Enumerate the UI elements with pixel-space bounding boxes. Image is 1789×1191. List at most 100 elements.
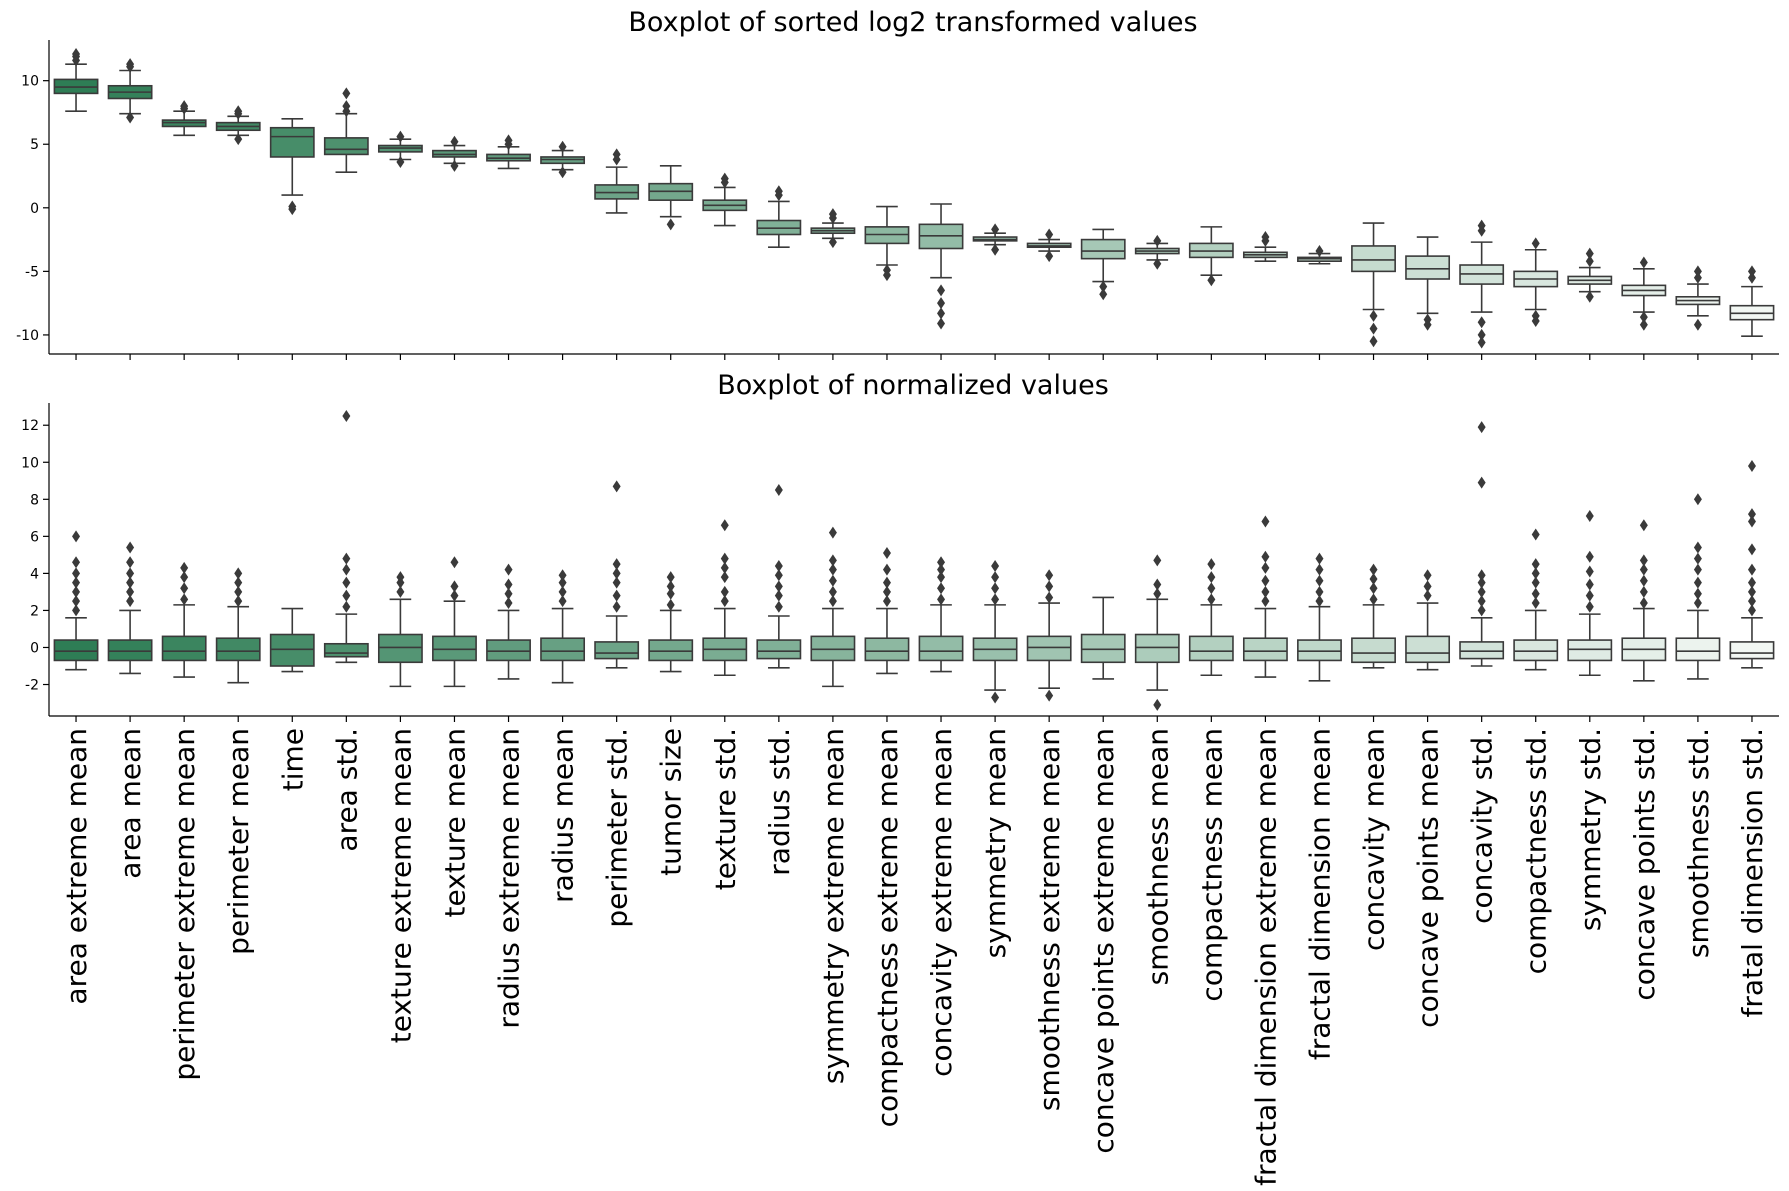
outlier-point: [1693, 271, 1702, 284]
outlier-point: [774, 185, 783, 198]
box-body: [161, 635, 207, 662]
outlier-point: [1693, 552, 1702, 565]
box-body: [1188, 635, 1234, 662]
outlier-point: [1315, 595, 1324, 608]
outlier-point: [774, 580, 783, 593]
x-tick-label: texture extreme mean: [384, 728, 417, 1043]
outlier-point: [828, 595, 837, 608]
x-tick-label: perimeter std.: [601, 728, 634, 928]
x-tick-label: tumor size: [655, 728, 688, 876]
outlier-point: [1315, 552, 1324, 565]
y-tick-label: -10: [16, 328, 39, 344]
box-body: [648, 639, 694, 662]
outlier-point: [1045, 591, 1054, 604]
outlier-point: [1045, 580, 1054, 593]
box-body: [864, 637, 910, 662]
outlier-point: [1747, 595, 1756, 608]
outlier-point: [180, 100, 189, 113]
x-tick-label: symmetry std.: [1574, 728, 1607, 931]
y-tick-label: -2: [25, 678, 39, 694]
box-body: [107, 639, 153, 662]
x-tick-label: radius mean: [547, 728, 580, 903]
outlier-point: [882, 585, 891, 598]
outlier-point: [1477, 595, 1486, 608]
x-tick-label: concavity extreme mean: [925, 728, 958, 1077]
bottom-panel: Boxplot of normalized values -2 0 2 4 6 8 10 12: [21, 370, 1779, 722]
box-body: [1405, 635, 1451, 664]
outlier-point: [720, 561, 729, 574]
outlier-point: [720, 595, 729, 608]
outlier-point: [666, 598, 675, 611]
outlier-point: [991, 571, 1000, 584]
outlier-point: [1747, 604, 1756, 617]
outlier-point: [1423, 589, 1432, 602]
outlier-point: [1639, 574, 1648, 587]
outlier-point: [72, 595, 81, 608]
outlier-point: [774, 569, 783, 582]
outlier-point: [1477, 569, 1486, 582]
y-tick-label: 6: [30, 529, 39, 545]
outlier-point: [937, 556, 946, 569]
outlier-point: [1369, 582, 1378, 595]
outlier-point: [558, 140, 567, 153]
outlier-point: [72, 47, 81, 60]
outlier-point: [1315, 245, 1324, 258]
x-tick-label: compactness extreme mean: [871, 728, 904, 1127]
x-tick-label: smoothness std.: [1682, 728, 1715, 958]
outlier-point: [720, 172, 729, 185]
outlier-point: [288, 203, 297, 216]
outlier-point: [342, 552, 351, 565]
x-tick-label: compactness mean: [1195, 728, 1228, 1002]
outlier-point: [234, 576, 243, 589]
outlier-point: [1639, 311, 1648, 324]
outlier-point: [234, 105, 243, 118]
outlier-point: [937, 284, 946, 297]
outlier-point: [1747, 265, 1756, 278]
outlier-point: [1261, 515, 1270, 528]
outlier-point: [504, 578, 513, 591]
outlier-point: [1477, 336, 1486, 349]
outlier-point: [720, 571, 729, 584]
top-panel-title: Boxplot of sorted log2 transformed value…: [628, 7, 1197, 38]
outlier-point: [937, 563, 946, 576]
outlier-point: [72, 604, 81, 617]
outlier-point: [1693, 265, 1702, 278]
outlier-point: [882, 576, 891, 589]
x-tick-label: concavity mean: [1358, 728, 1391, 951]
outlier-point: [1423, 318, 1432, 331]
outlier-point: [1747, 515, 1756, 528]
outlier-point: [666, 571, 675, 584]
outlier-point: [1585, 565, 1594, 578]
outlier-point: [1585, 550, 1594, 563]
outlier-point: [558, 569, 567, 582]
outlier-point: [1153, 578, 1162, 591]
outlier-point: [1207, 558, 1216, 571]
outlier-point: [342, 409, 351, 422]
y-tick-label: 0: [30, 640, 39, 656]
outlier-point: [774, 589, 783, 602]
outlier-point: [1639, 563, 1648, 576]
outlier-point: [504, 597, 513, 610]
y-tick-label: 4: [30, 566, 39, 582]
outlier-point: [558, 585, 567, 598]
outlier-point: [991, 223, 1000, 236]
outlier-point: [234, 567, 243, 580]
outlier-point: [1261, 561, 1270, 574]
outlier-point: [937, 317, 946, 330]
outlier-point: [1369, 335, 1378, 348]
outlier-point: [1369, 309, 1378, 322]
outlier-point: [504, 563, 513, 576]
outlier-point: [180, 561, 189, 574]
outlier-point: [234, 595, 243, 608]
box-body: [1297, 639, 1342, 662]
outlier-point: [1477, 585, 1486, 598]
outlier-point: [180, 593, 189, 606]
box-body: [1459, 641, 1505, 660]
box-body: [918, 635, 964, 662]
box-body: [594, 641, 640, 660]
outlier-point: [666, 587, 675, 600]
outlier-point: [1531, 576, 1540, 589]
box-body: [1675, 637, 1721, 662]
outlier-point: [612, 600, 621, 613]
